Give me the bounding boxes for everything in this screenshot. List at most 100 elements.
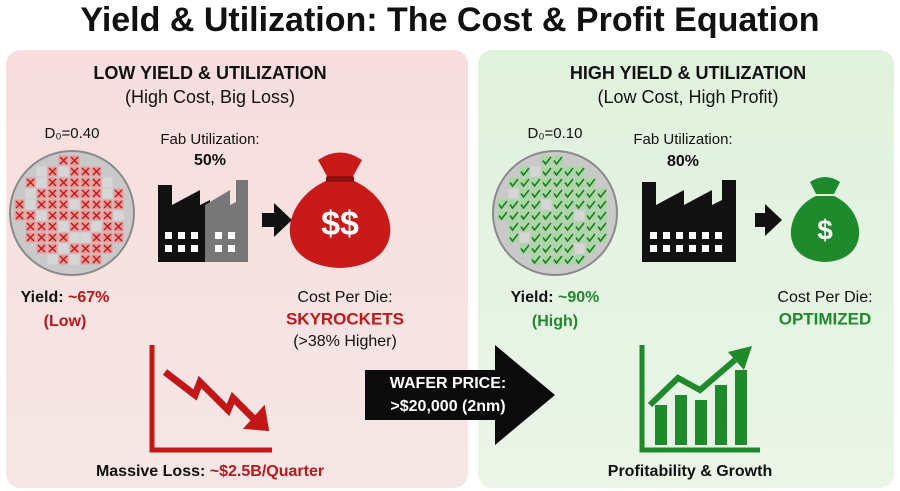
die [563, 188, 574, 199]
die [530, 210, 541, 221]
die [585, 243, 596, 254]
die [541, 221, 552, 232]
die-x [114, 200, 123, 209]
die [585, 177, 596, 188]
panel-subheading: (High Cost, Big Loss) [125, 87, 295, 107]
die [530, 188, 541, 199]
die [113, 210, 124, 221]
die [530, 177, 541, 188]
die [552, 199, 563, 210]
die-x [59, 233, 68, 242]
die [585, 210, 596, 221]
die-x [37, 200, 46, 209]
die-check [586, 244, 596, 254]
die-check [531, 211, 541, 221]
footer: Massive Loss: ~$2.5B/Quarter [96, 463, 324, 480]
die-check [542, 189, 552, 199]
die-x [59, 156, 68, 165]
center-arrow [365, 345, 555, 445]
die-x [59, 178, 68, 187]
die [585, 199, 596, 210]
die-x [15, 200, 24, 209]
die [574, 232, 585, 243]
die-x [59, 200, 68, 209]
die-x [92, 244, 101, 253]
die-check [597, 189, 607, 199]
die-check [553, 255, 563, 265]
die-check [520, 167, 530, 177]
die-check [542, 167, 552, 177]
die [563, 221, 574, 232]
die [596, 232, 607, 243]
die-check [542, 222, 552, 232]
die-x [37, 233, 46, 242]
die-check [586, 211, 596, 221]
die-check [564, 255, 574, 265]
die-x [70, 244, 79, 253]
die [58, 166, 69, 177]
die [519, 232, 530, 243]
die [585, 232, 596, 243]
die [25, 199, 36, 210]
die [585, 188, 596, 199]
die-x [48, 233, 57, 242]
die-x [15, 211, 24, 220]
die [563, 254, 574, 265]
die [519, 221, 530, 232]
die [596, 199, 607, 210]
die [508, 210, 519, 221]
die-check [586, 233, 596, 243]
die [102, 177, 113, 188]
bag-symbol: $ [817, 214, 833, 245]
die [541, 210, 552, 221]
die-check [575, 233, 585, 243]
yield-label: Yield: [511, 289, 554, 306]
die [508, 199, 519, 210]
die-check [597, 211, 607, 221]
die [552, 243, 563, 254]
die-check [498, 211, 508, 221]
die [508, 188, 519, 199]
yield-label: Yield: [21, 289, 64, 306]
decline-chart-icon [149, 345, 272, 453]
die-check [509, 200, 519, 210]
die-check [531, 255, 541, 265]
die-x [48, 189, 57, 198]
die [508, 221, 519, 232]
die [563, 232, 574, 243]
die-check [564, 211, 574, 221]
die-x [114, 222, 123, 231]
die-check [542, 244, 552, 254]
die [552, 188, 563, 199]
die [596, 221, 607, 232]
die [574, 243, 585, 254]
fab-label: Fab Utilization: [633, 131, 732, 148]
die-check [509, 233, 519, 243]
die [563, 199, 574, 210]
die-check [575, 200, 585, 210]
die-check [509, 222, 519, 232]
die-x [26, 222, 35, 231]
die-check [564, 167, 574, 177]
die [69, 232, 80, 243]
die-x [92, 189, 101, 198]
die-check [531, 244, 541, 254]
die [36, 177, 47, 188]
die-x [81, 178, 90, 187]
die [552, 210, 563, 221]
die-x [103, 244, 112, 253]
die [552, 254, 563, 265]
yield-note: (Low) [44, 313, 87, 330]
bag-symbol: $$ [321, 205, 359, 243]
die-x [26, 178, 35, 187]
die [541, 177, 552, 188]
arrow-icon [262, 203, 292, 237]
die-check [520, 211, 530, 221]
die-check [597, 233, 607, 243]
die [25, 188, 36, 199]
die [519, 188, 530, 199]
die [552, 166, 563, 177]
cost-value: OPTIMIZED [779, 309, 872, 328]
die-x [70, 211, 79, 220]
die-check [553, 222, 563, 232]
